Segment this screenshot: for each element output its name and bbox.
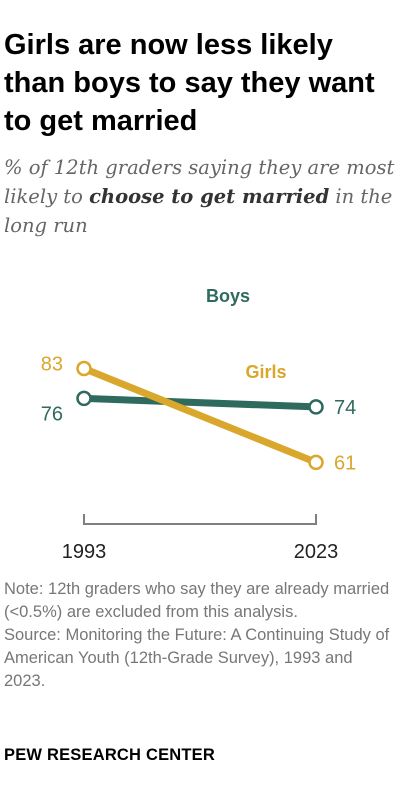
line-chart: 1993 2023 76 74 83 61 Boys Girls [41,286,357,563]
chart-title: Girls are now less likely than boys to s… [4,29,375,137]
chart-notes: Note: 12th graders who say they are alre… [4,578,398,693]
x-axis-line [83,514,317,525]
data-point-boys-1993 [76,390,92,407]
data-point-girls-2023 [308,454,324,471]
data-label-girls-2023: 61 [334,452,356,474]
series-label-boys: Boys [206,286,250,306]
data-label-girls-1993: 83 [41,354,63,376]
series-label-girls: Girls [245,362,286,382]
brand-label: PEW RESEARCH CENTER [4,746,215,764]
data-point-girls-1993 [76,360,92,377]
subtitle-emphasis: choose to get married [89,185,330,208]
subtitle-part-1: % of 12th graders saying they are most l… [4,156,395,208]
source-text: Source: Monitoring the Future: A Continu… [4,626,390,690]
data-point-boys-2023 [308,399,324,415]
chart-subtitle: % of 12th graders saying they are most l… [4,153,396,240]
x-tick-label-1993: 1993 [62,541,107,563]
data-label-boys-1993: 76 [41,403,63,425]
subtitle-part-2: in the long run [4,185,393,237]
series-line-girls [80,365,320,466]
note-text: Note: 12th graders who say they are alre… [4,580,390,621]
x-tick-label-2023: 2023 [294,541,339,563]
series-line-boys [80,394,320,411]
data-label-boys-2023: 74 [334,397,356,419]
